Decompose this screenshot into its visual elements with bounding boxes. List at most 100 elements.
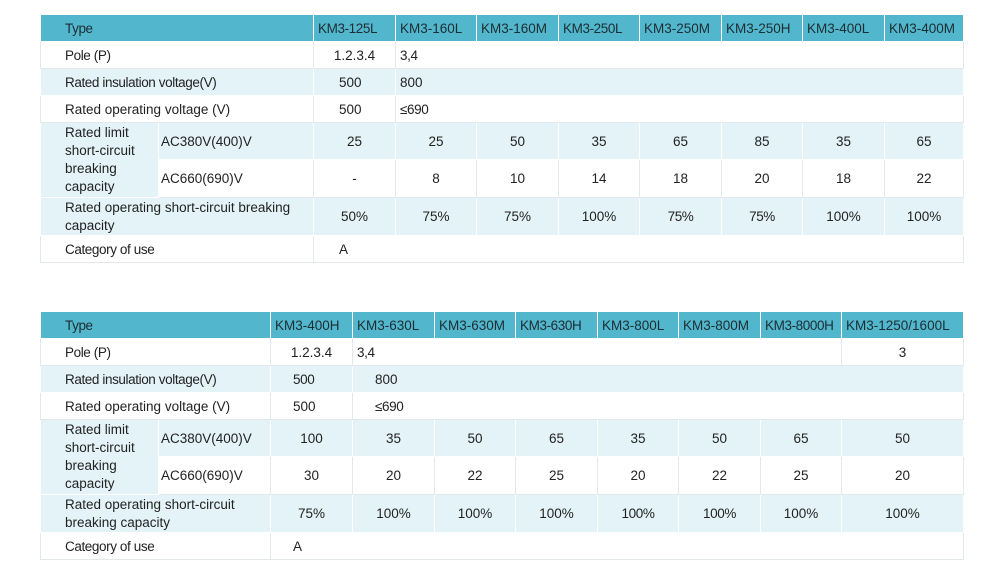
ac660-label: AC660(690)V: [157, 456, 272, 495]
header-model: KM3-8000H: [760, 311, 843, 339]
insulation-label: Rated insulation voltage(V): [39, 68, 315, 96]
ac660-value: 8: [395, 159, 478, 198]
service-row: Rated operating short-circuit breaking c…: [39, 197, 965, 236]
limit-ac380-row: Rated limit short-circuit breaking capac…: [40, 122, 965, 198]
insulation-row: Rated insulation voltage(V) 500 800: [39, 365, 965, 393]
pole-label: Pole (P): [39, 338, 272, 366]
category-value: A: [270, 532, 965, 560]
ac380-value: 35: [352, 419, 436, 457]
ac380-value: 65: [760, 419, 843, 457]
service-value: 75%: [476, 197, 560, 236]
operating-value: ≤690: [352, 392, 965, 420]
header-model: KM3-630L: [352, 311, 436, 339]
ac380-label: AC380V(400)V: [157, 122, 315, 160]
ac660-label: AC660(690)V: [157, 159, 315, 198]
ac380-value: 35: [558, 122, 641, 160]
service-value: 100%: [434, 494, 517, 533]
header-model: KM3-800M: [678, 311, 762, 339]
limit-ac380-row: Rated limit short-circuit breaking capac…: [40, 419, 965, 495]
service-value: 100%: [841, 494, 965, 533]
spec-table-1: Type KM3-125L KM3-160L KM3-160M KM3-250L…: [39, 14, 965, 263]
operating-row: Rated operating voltage (V) 500 ≤690: [39, 392, 965, 420]
limit-label: Rated limit short-circuit breaking capac…: [40, 122, 159, 198]
header-model: KM3-250L: [558, 14, 641, 42]
service-row: Rated operating short-circuit breaking c…: [39, 494, 965, 533]
insulation-value: 500: [270, 365, 354, 393]
ac660-value: -: [313, 159, 397, 198]
service-value: 50%: [313, 197, 397, 236]
service-value: 75%: [270, 494, 354, 533]
service-value: 75%: [639, 197, 723, 236]
ac660-value: 10: [476, 159, 560, 198]
insulation-label: Rated insulation voltage(V): [39, 365, 272, 393]
ac380-value: 50: [841, 419, 965, 457]
insulation-row: Rated insulation voltage(V) 500 800: [39, 68, 965, 96]
header-model: KM3-400M: [884, 14, 965, 42]
pole-value: 3: [841, 338, 965, 366]
ac660-value: 20: [721, 159, 804, 198]
header-model: KM3-630H: [515, 311, 599, 339]
pole-value: 3,4: [352, 338, 843, 366]
ac380-value: 50: [476, 122, 560, 160]
service-value: 100%: [884, 197, 965, 236]
header-model: KM3-400H: [270, 311, 354, 339]
header-row: Type KM3-400H KM3-630L KM3-630M KM3-630H…: [39, 311, 965, 339]
pole-row: Pole (P) 1.2.3.4 3,4 3: [39, 338, 965, 366]
header-model: KM3-160M: [476, 14, 560, 42]
operating-label: Rated operating voltage (V): [39, 392, 272, 420]
header-type: Type: [39, 311, 272, 339]
ac660-value: 20: [352, 456, 436, 495]
category-label: Category of use: [39, 532, 272, 560]
ac660-value: 22: [884, 159, 965, 198]
service-value: 100%: [802, 197, 886, 236]
ac380-value: 50: [434, 419, 517, 457]
pole-value: 3,4: [395, 41, 965, 69]
limit-label: Rated limit short-circuit breaking capac…: [40, 419, 159, 495]
service-value: 100%: [760, 494, 843, 533]
ac660-value: 20: [597, 456, 680, 495]
service-value: 100%: [515, 494, 599, 533]
pole-label: Pole (P): [39, 41, 315, 69]
ac660-value: 22: [434, 456, 517, 495]
operating-label: Rated operating voltage (V): [39, 95, 315, 123]
operating-row: Rated operating voltage (V) 500 ≤690: [39, 95, 965, 123]
ac380-value: 35: [597, 419, 680, 457]
category-value: A: [313, 235, 965, 263]
header-model: KM3-250H: [721, 14, 804, 42]
header-type: Type: [39, 14, 315, 42]
header-model: KM3-160L: [395, 14, 478, 42]
header-model: KM3-800L: [597, 311, 680, 339]
insulation-value: 500: [313, 68, 397, 96]
ac660-value: 25: [760, 456, 843, 495]
ac380-value: 35: [802, 122, 886, 160]
ac380-value: 25: [395, 122, 478, 160]
header-model: KM3-1250/1600L: [841, 311, 965, 339]
category-label: Category of use: [39, 235, 315, 263]
ac380-value: 85: [721, 122, 804, 160]
ac380-value: 50: [678, 419, 762, 457]
ac660-value: 20: [841, 456, 965, 495]
category-row: Category of use A: [39, 235, 965, 263]
category-row: Category of use A: [39, 532, 965, 560]
header-model: KM3-400L: [802, 14, 886, 42]
service-value: 75%: [721, 197, 804, 236]
service-label: Rated operating short-circuit breaking c…: [39, 197, 315, 236]
service-value: 75%: [395, 197, 478, 236]
ac660-value: 18: [639, 159, 723, 198]
ac660-value: 18: [802, 159, 886, 198]
pole-row: Pole (P) 1.2.3.4 3,4: [39, 41, 965, 69]
ac380-value: 25: [313, 122, 397, 160]
service-label: Rated operating short-circuit breaking c…: [39, 494, 272, 533]
limit-ac660-row: AC660(690)V - 8 10 14 18 20 18 22: [41, 159, 965, 198]
operating-value: ≤690: [395, 95, 965, 123]
limit-ac660-row: AC660(690)V 30 20 22 25 20 22 25 20: [41, 456, 965, 495]
operating-value: 500: [313, 95, 397, 123]
spec-table-2: Type KM3-400H KM3-630L KM3-630M KM3-630H…: [39, 311, 965, 560]
header-model: KM3-630M: [434, 311, 517, 339]
ac380-value: 65: [515, 419, 599, 457]
header-model: KM3-125L: [313, 14, 397, 42]
header-row: Type KM3-125L KM3-160L KM3-160M KM3-250L…: [39, 14, 965, 42]
service-value: 100%: [558, 197, 641, 236]
insulation-value: 800: [352, 365, 965, 393]
insulation-value: 800: [395, 68, 965, 96]
